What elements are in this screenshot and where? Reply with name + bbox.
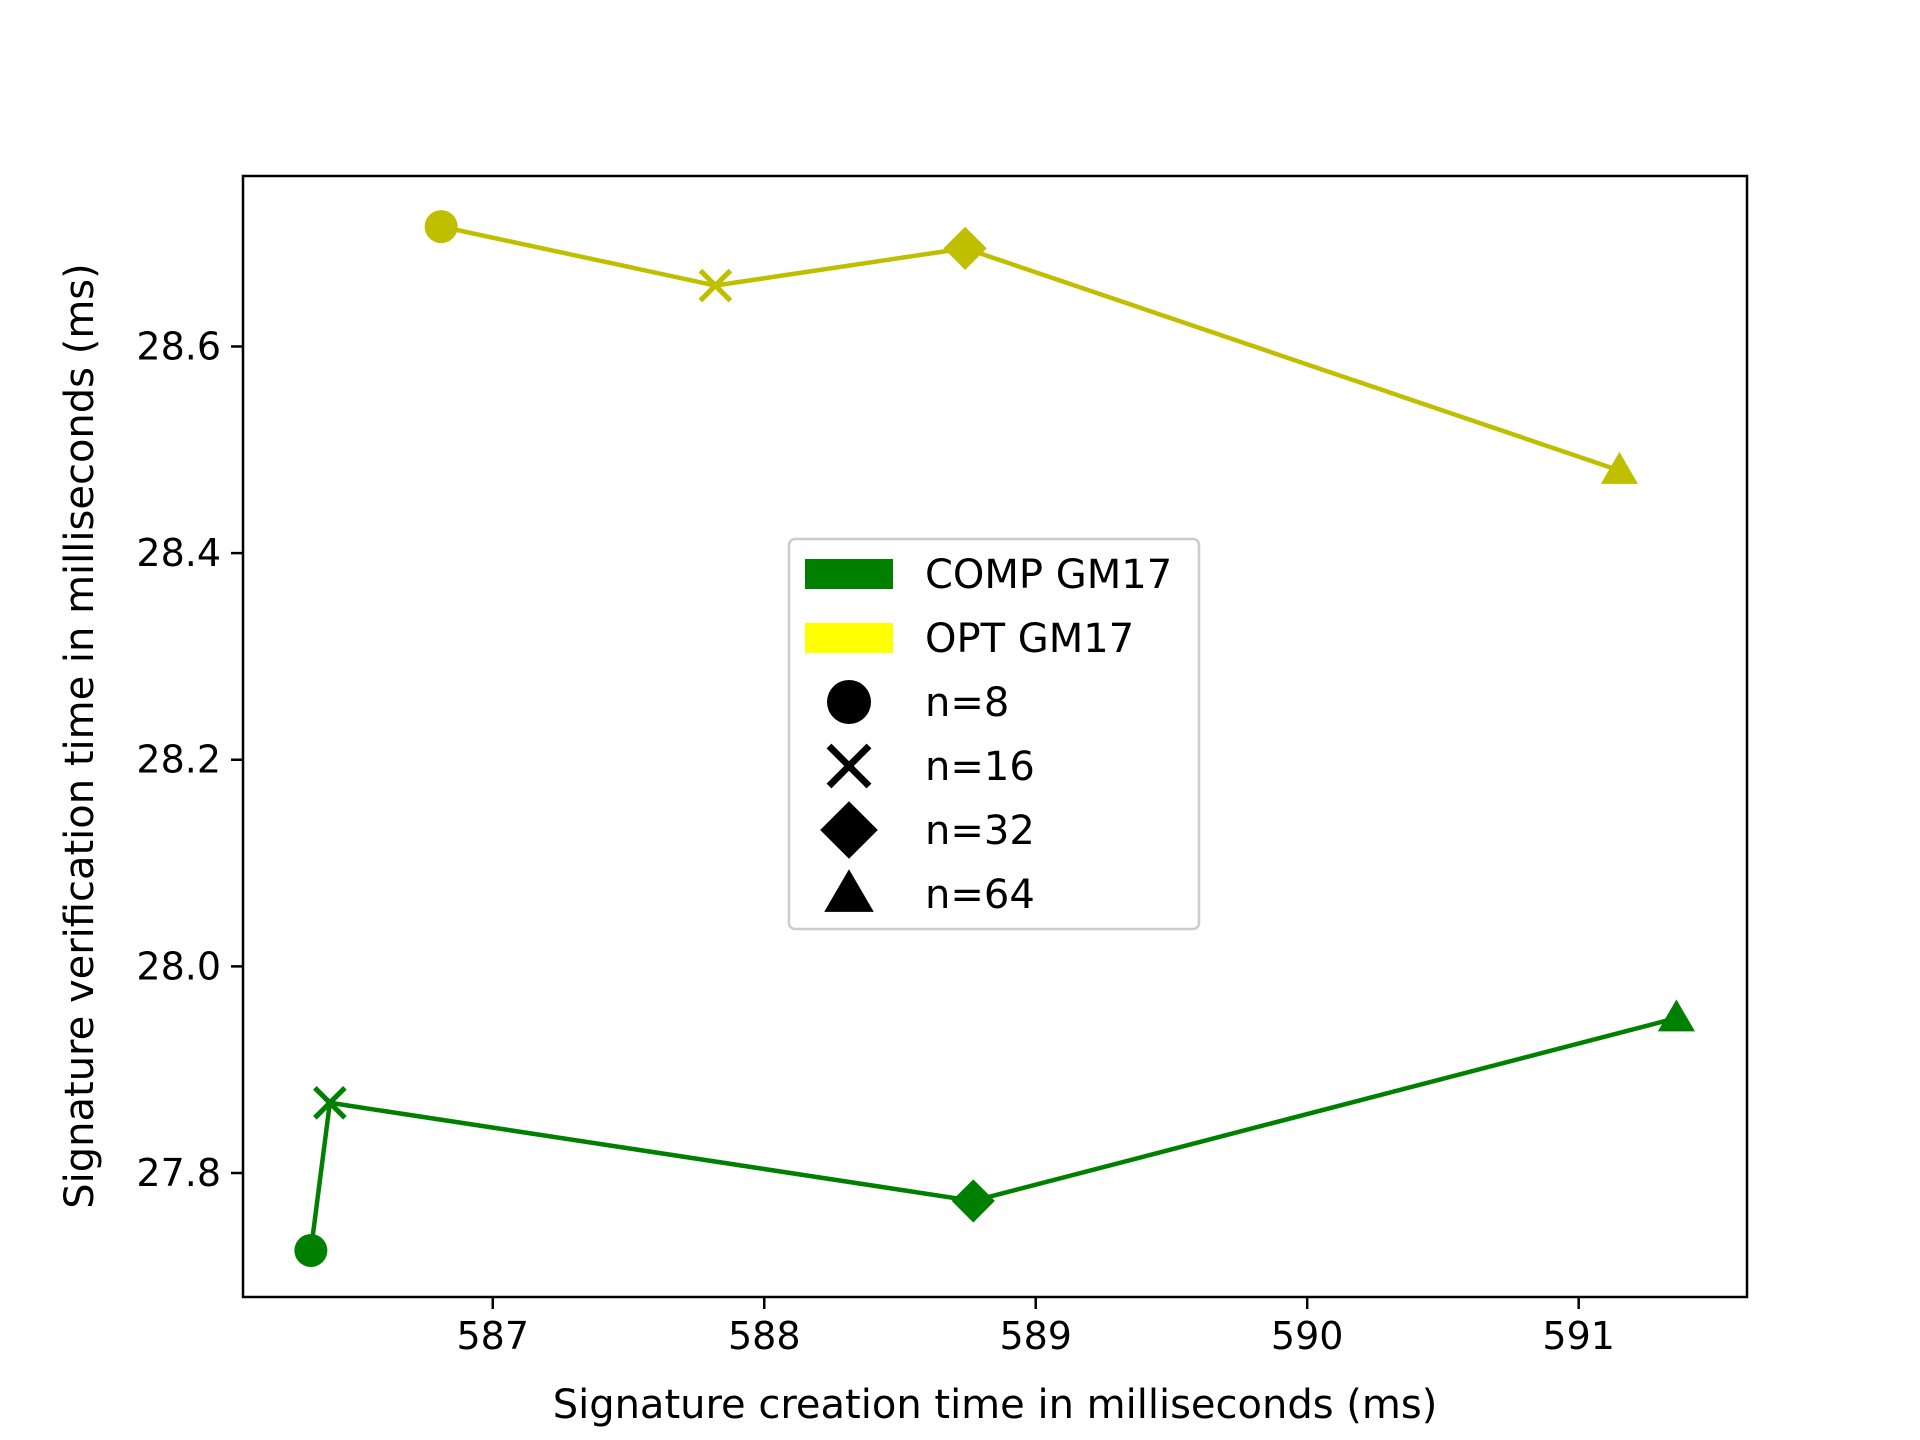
x-tick-label: 587 [456,1314,529,1358]
y-tick-label: 27.8 [136,1151,221,1195]
legend-swatch-0 [805,559,893,589]
x-tick-label: 589 [999,1314,1072,1358]
data-point-0-0 [294,1234,328,1268]
legend-label: COMP GM17 [925,552,1172,598]
x-tick-label: 590 [1271,1314,1344,1358]
data-point-1-0 [424,210,458,244]
x-tick-label: 588 [728,1314,801,1358]
legend: COMP GM17 OPT GM17 n=8 n=16 n=32 n=64 [787,537,1201,931]
data-point-0-2 [951,1179,995,1223]
legend-label: n=16 [925,744,1035,790]
legend-label: n=64 [925,872,1035,918]
x-axis-label: Signature creation time in milliseconds … [553,1382,1438,1428]
y-tick-label: 28.0 [136,944,221,988]
plot-frame [241,174,1749,1299]
plot-area [294,210,1696,1268]
y-tick-label: 28.2 [136,738,221,782]
legend-swatch-1 [805,623,893,653]
legend-marker-circle-icon [827,680,871,724]
legend-marker-x-icon [826,743,872,789]
data-point-1-1 [698,268,733,303]
data-point-1-3 [1600,451,1639,484]
y-tick-label: 28.4 [136,531,221,575]
legend-marker-triangle-icon [824,869,874,912]
axis-ticks: 587 588 589 590 591 27.8 28.0 28.2 28.4 28.6 [136,324,1615,1358]
x-tick-label: 591 [1542,1314,1615,1358]
y-tick-label: 28.6 [136,324,221,368]
data-point-1-2 [943,226,987,270]
legend-label: n=8 [925,680,1009,726]
series-line-1 [440,224,1621,473]
legend-marker-diamond-icon [820,801,878,859]
legend-label: n=32 [925,808,1035,854]
data-point-0-1 [313,1085,347,1120]
data-point-0-3 [1657,999,1696,1032]
y-axis-label: Signature verification time in milliseco… [57,263,103,1208]
legend-label: OPT GM17 [925,616,1134,662]
series-line-0 [308,1015,1677,1251]
